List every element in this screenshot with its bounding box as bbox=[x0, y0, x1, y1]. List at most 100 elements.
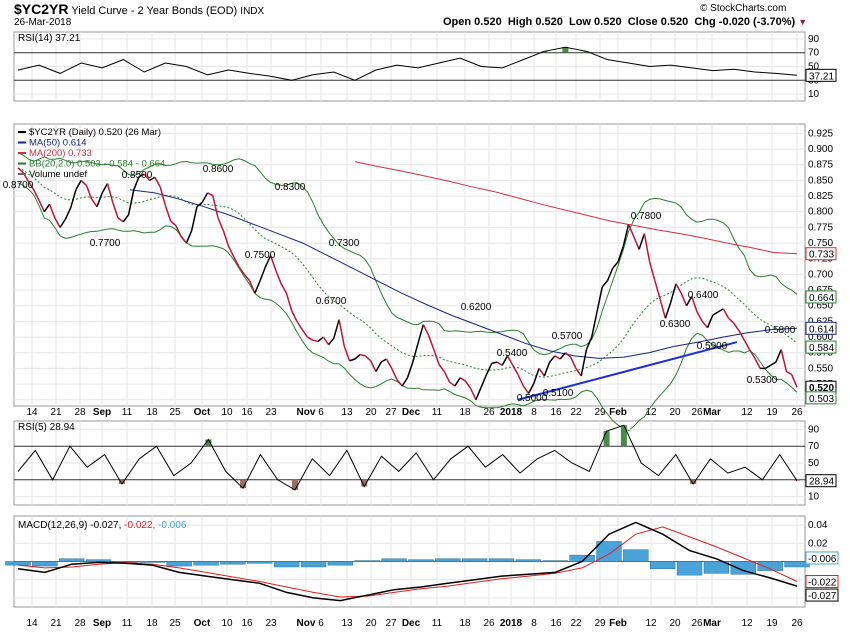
symbol: $YC2YR bbox=[14, 1, 69, 17]
macd-histogram-bar bbox=[408, 559, 434, 562]
panel-label-rsi5: RSI(5) 28.94 bbox=[18, 422, 75, 433]
rsi-overbought-fill bbox=[541, 51, 548, 53]
price-segment bbox=[54, 217, 61, 228]
rsi-overbought-fill bbox=[562, 47, 569, 53]
price-segment bbox=[375, 361, 382, 372]
price-segment bbox=[459, 377, 466, 382]
price-segment bbox=[190, 206, 198, 231]
value-tag-label: 0.614 bbox=[809, 324, 834, 335]
value-tag-box bbox=[805, 321, 837, 335]
value-tag-label: 37.21 bbox=[809, 71, 834, 82]
price-segment bbox=[117, 217, 124, 223]
ma200-line bbox=[354, 161, 798, 255]
x-tick-label: 28 bbox=[74, 618, 86, 629]
price-segment bbox=[138, 173, 145, 178]
macd-histogram-bar bbox=[488, 558, 515, 562]
price-segment bbox=[159, 186, 167, 206]
price-segment bbox=[75, 180, 82, 191]
price-segment bbox=[633, 236, 640, 250]
price-segment bbox=[296, 320, 303, 330]
price-segment bbox=[185, 230, 193, 244]
price-segment bbox=[175, 225, 182, 238]
x-tick-label: 22 bbox=[570, 407, 582, 418]
macd-histogram-bar bbox=[5, 561, 31, 566]
y-tick-label: 0.875 bbox=[808, 160, 833, 171]
x-tick-label: 28 bbox=[74, 407, 86, 418]
macd-histogram-bar bbox=[596, 541, 622, 562]
price-segment bbox=[443, 371, 451, 383]
x-tick-label: 19 bbox=[766, 407, 778, 418]
price-segment bbox=[233, 256, 240, 268]
exchange: INDX bbox=[240, 6, 265, 17]
y-tick-label: 0.925 bbox=[808, 128, 833, 139]
price-segment bbox=[243, 273, 251, 282]
x-tick-label: 23 bbox=[265, 407, 277, 418]
price-segment bbox=[606, 267, 614, 281]
price-segment bbox=[575, 367, 582, 377]
price-annotation: 0.8700 bbox=[3, 180, 34, 191]
price-segment bbox=[396, 379, 403, 387]
value-tag-label: 0.733 bbox=[809, 250, 834, 261]
price-segment bbox=[728, 317, 735, 324]
price-segment bbox=[643, 233, 651, 263]
price-segment bbox=[485, 363, 493, 375]
price-segment bbox=[696, 311, 703, 322]
price-segment bbox=[343, 346, 351, 362]
price-segment bbox=[648, 261, 656, 281]
price-segment bbox=[27, 181, 35, 191]
price-segment bbox=[222, 230, 230, 247]
price-segment bbox=[669, 283, 677, 303]
x-tick-label: Sep bbox=[93, 618, 111, 629]
price-annotation: 0.5400 bbox=[497, 348, 528, 359]
value-tag-label: -0.006 bbox=[808, 554, 837, 565]
price-segment bbox=[127, 189, 135, 216]
price-segment bbox=[601, 280, 609, 288]
price-segment bbox=[406, 361, 414, 379]
rsi-oversold-fill bbox=[690, 479, 697, 484]
x-tick-label: 8 bbox=[531, 407, 537, 418]
y-tick-label: 50 bbox=[808, 62, 820, 73]
price-segment bbox=[196, 201, 203, 208]
macd-histogram-bar bbox=[85, 559, 112, 562]
value-tag-label: 0.584 bbox=[809, 343, 834, 354]
x-tick-label: 29 bbox=[594, 618, 606, 629]
y-tick-label: 0.750 bbox=[808, 238, 833, 249]
price-segment bbox=[659, 299, 667, 319]
price-segment bbox=[17, 167, 24, 174]
price-segment bbox=[96, 192, 103, 207]
trend-line bbox=[517, 341, 738, 401]
price-segment bbox=[770, 361, 777, 366]
price-annotation: 0.6700 bbox=[316, 296, 347, 307]
price-segment bbox=[391, 368, 398, 380]
price-annotation: 0.7800 bbox=[631, 211, 662, 222]
macd-signal-line bbox=[17, 526, 798, 598]
price-segment bbox=[612, 261, 619, 269]
price-segment bbox=[69, 189, 77, 209]
macd-histogram-bar bbox=[193, 561, 219, 566]
price-segment bbox=[538, 367, 545, 377]
x-tick-label: Mar bbox=[703, 407, 721, 418]
y-tick-label: 0.02 bbox=[808, 538, 828, 549]
change-value: Chg -0.020 (-3.70%) bbox=[694, 16, 796, 28]
macd-line bbox=[17, 521, 798, 602]
value-tag-box bbox=[805, 551, 839, 565]
price-segment bbox=[786, 370, 793, 376]
low-value: Low 0.520 bbox=[568, 16, 622, 28]
price-segment bbox=[717, 308, 724, 313]
x-tick-label: 18 bbox=[146, 407, 158, 418]
x-tick-label: 18 bbox=[459, 618, 471, 629]
price-segment bbox=[80, 179, 87, 186]
price-segment bbox=[380, 358, 387, 363]
x-tick-label: Feb bbox=[609, 618, 627, 629]
price-annotation: 0.6400 bbox=[688, 290, 719, 301]
price-annotation: 0.6300 bbox=[660, 319, 691, 330]
x-tick-label: 6 bbox=[318, 407, 324, 418]
symbol-description: Yield Curve - 2 Year Bonds (EOD) bbox=[71, 5, 238, 17]
ma50-line bbox=[129, 189, 798, 359]
y-tick-label: 90 bbox=[808, 34, 820, 45]
price-segment bbox=[106, 183, 114, 203]
price-segment bbox=[512, 364, 519, 376]
price-segment bbox=[59, 218, 67, 228]
price-segment bbox=[585, 336, 593, 350]
price-annotation: 0.5000 bbox=[517, 393, 548, 404]
